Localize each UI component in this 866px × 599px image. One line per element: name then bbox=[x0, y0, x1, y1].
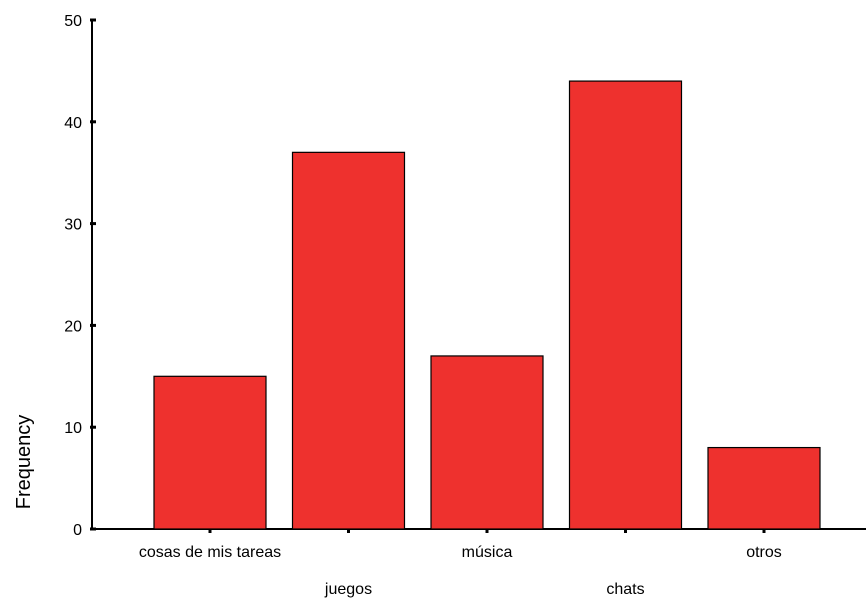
x-tick-label: música bbox=[462, 544, 513, 561]
bar bbox=[430, 355, 544, 530]
bars-group bbox=[153, 80, 821, 530]
y-tick-label: 50 bbox=[64, 13, 82, 30]
y-axis: 0 10 20 30 40 50 bbox=[64, 13, 96, 539]
bar bbox=[707, 446, 821, 530]
x-tick-label: chats bbox=[606, 581, 644, 598]
y-tick-label: 0 bbox=[73, 522, 82, 539]
x-tick-label: juegos bbox=[324, 581, 372, 598]
x-tick-label: cosas de mis tareas bbox=[139, 544, 281, 561]
y-tick-label: 40 bbox=[64, 115, 82, 132]
y-tick-label: 10 bbox=[64, 420, 82, 437]
y-tick-label: 20 bbox=[64, 318, 82, 335]
y-axis-label: Frequency bbox=[13, 415, 35, 510]
y-tick-label: 30 bbox=[64, 217, 82, 234]
x-axis: cosas de mis tareas juegos música chats otro… bbox=[92, 527, 866, 598]
bar bbox=[153, 375, 267, 530]
bar bbox=[568, 80, 683, 530]
bar bbox=[291, 151, 406, 530]
x-tick-label: otros bbox=[746, 544, 782, 561]
